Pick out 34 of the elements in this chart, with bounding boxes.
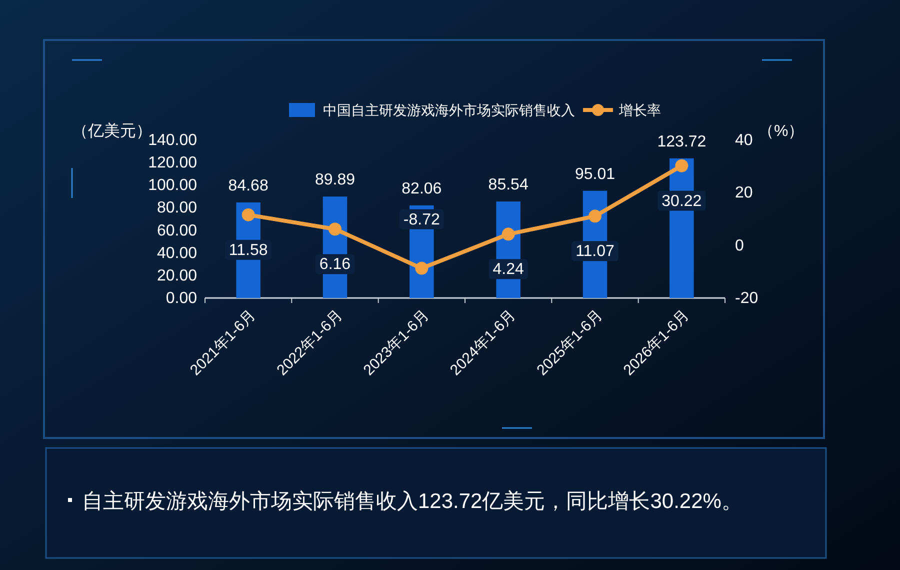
- y-tick-label: 80.00: [156, 200, 198, 217]
- data-label: 85.54: [488, 176, 528, 194]
- point: [502, 228, 515, 241]
- y-tick-label: 60.00: [156, 222, 198, 240]
- data-label: 30.22: [662, 192, 702, 210]
- data-label: 4.24: [492, 261, 524, 278]
- y-tick-label: 0.00: [166, 290, 198, 307]
- y2-axis-title: （%）: [758, 123, 804, 140]
- text: 自主研发游戏海外市场实际销售收入123.72亿美元，同比增长30.22%。: [82, 490, 742, 513]
- legend-label: 中国自主研发游戏海外市场实际销售收入: [323, 102, 575, 118]
- y-tick-label: 20.00: [156, 267, 198, 284]
- y-tick-label: 120.00: [148, 154, 198, 172]
- data-label: 11.58: [228, 242, 268, 259]
- legend-label: 增长率: [618, 102, 661, 118]
- y-tick-label: 100.00: [148, 177, 198, 194]
- point: [415, 262, 428, 275]
- data-label: -8.72: [403, 211, 440, 228]
- data-label: 11.07: [576, 243, 615, 260]
- data-label: 6.16: [319, 256, 351, 274]
- data-label: 95.01: [574, 166, 616, 183]
- data-label: 123.72: [657, 133, 706, 150]
- data-label: 82.06: [402, 180, 442, 198]
- point: [328, 222, 342, 236]
- point: [242, 208, 255, 222]
- data-label: 89.89: [314, 172, 356, 189]
- y2-tick-label: 40: [735, 132, 753, 149]
- point: [588, 210, 602, 223]
- y-tick-label: 140.00: [148, 132, 198, 149]
- y2-tick-label: 20: [735, 184, 753, 202]
- y2-tick-label: 0: [735, 237, 744, 254]
- y-tick-label: 40.00: [156, 244, 198, 262]
- y2-tick-label: -20: [735, 290, 758, 307]
- data-label: 84.68: [228, 177, 268, 194]
- point: [675, 159, 688, 172]
